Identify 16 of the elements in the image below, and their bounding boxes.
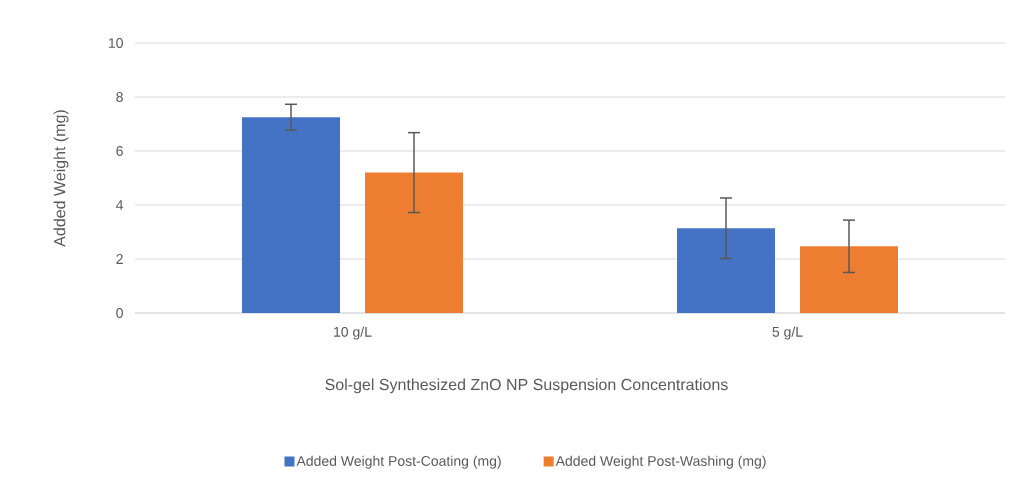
bar [365, 172, 464, 313]
y-tick-label: 2 [116, 254, 123, 264]
legend-label: Added Weight Post-Washing (mg) [555, 455, 766, 469]
x-tick-label: 10 g/L [334, 326, 372, 340]
y-tick-label: 10 [108, 38, 123, 48]
y-tick-label: 0 [116, 308, 123, 318]
x-axis-title: Sol-gel Synthesized ZnO NP Suspension Concentrations [325, 378, 728, 394]
y-tick-label: 4 [116, 200, 124, 210]
bar [242, 117, 341, 313]
x-tick-label: 5 g/L [772, 326, 803, 340]
y-tick-label: 6 [116, 146, 123, 156]
y-tick-label: 8 [116, 92, 123, 102]
y-axis-title: Added Weight (mg) [53, 110, 69, 247]
bar [800, 246, 898, 313]
bar [677, 228, 775, 313]
legend-label: Added Weight Post-Coating (mg) [296, 455, 501, 469]
